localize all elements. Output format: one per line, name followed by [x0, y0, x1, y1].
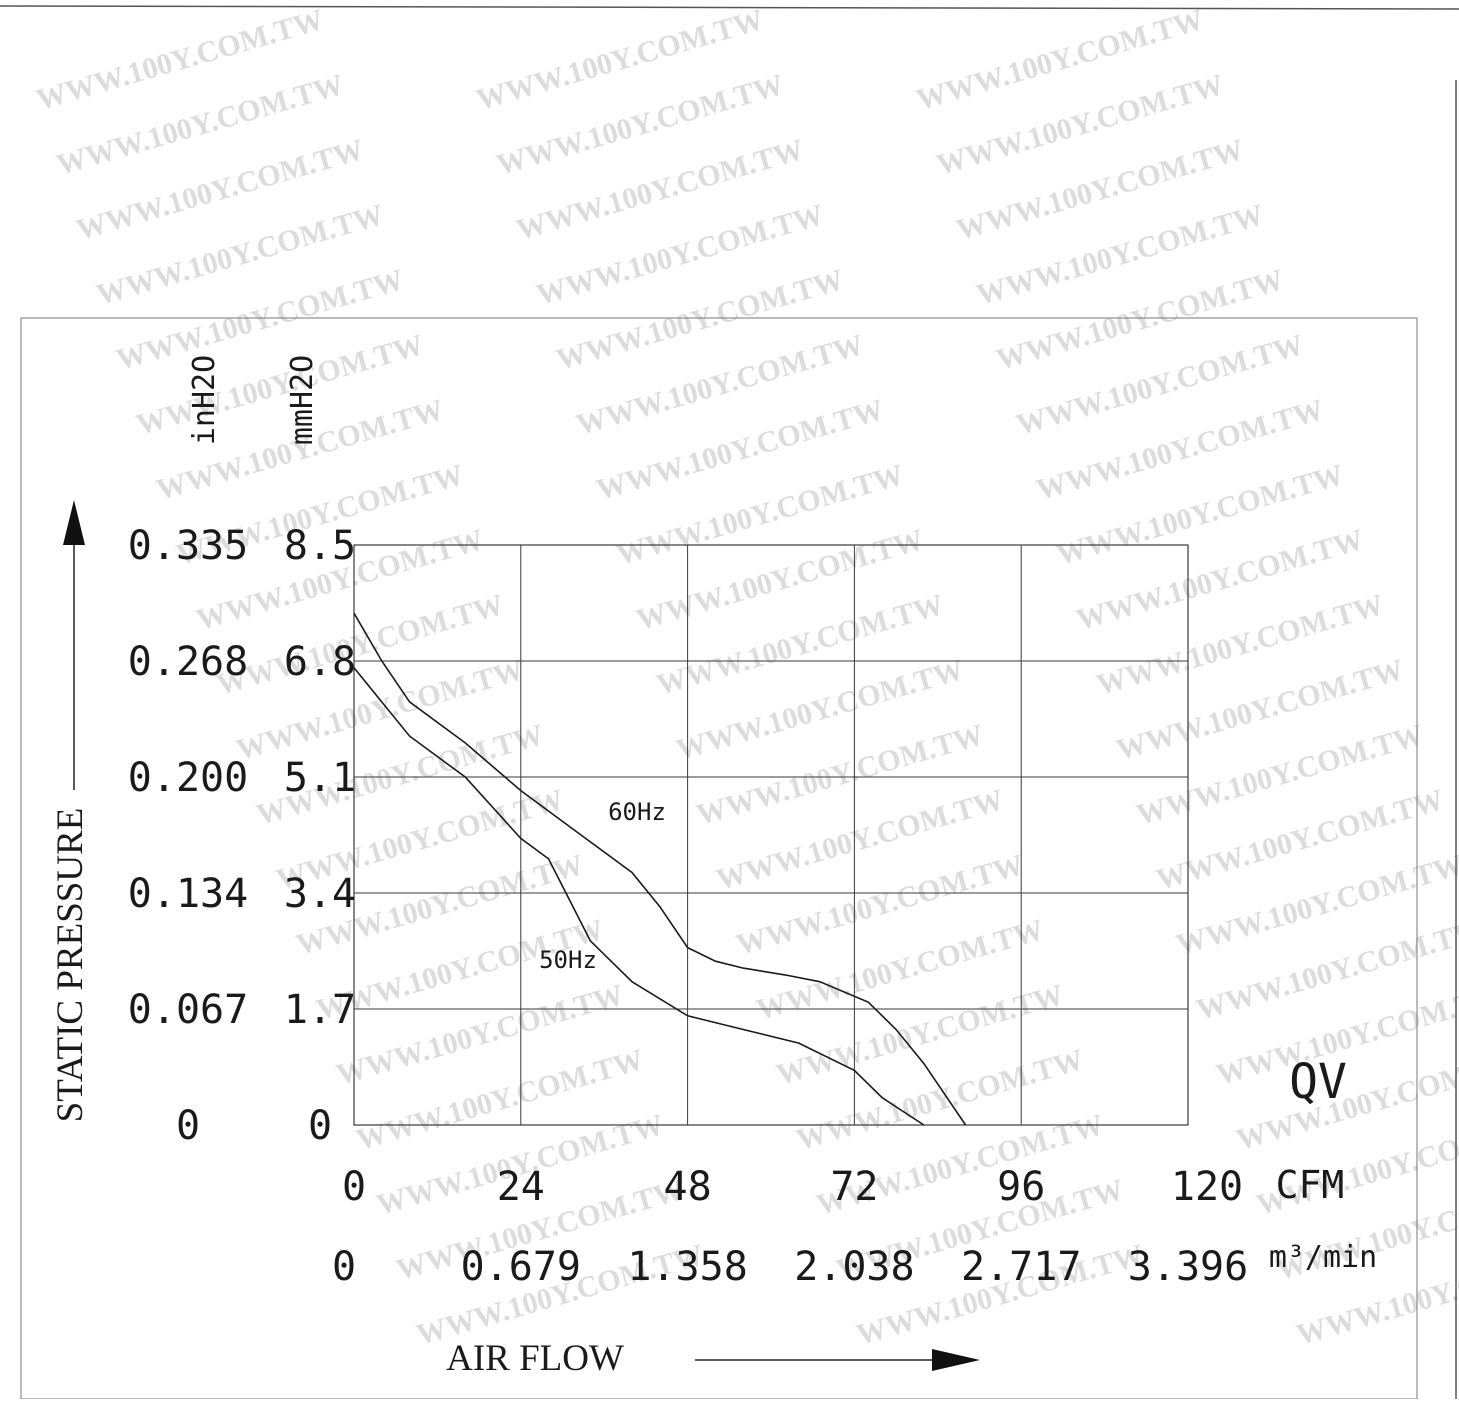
- x-tick-label-cfm: 120: [1171, 1164, 1243, 1210]
- x-axis-title: AIR FLOW: [446, 1338, 624, 1379]
- y-tick-label-in: 0.134: [128, 871, 248, 917]
- series-label-60hz: 60Hz: [608, 798, 666, 826]
- x-tick-label-cfm: 0: [342, 1164, 366, 1210]
- x-tick-label-m3min: 2.038: [794, 1244, 914, 1290]
- x-tick-label-cfm: 96: [997, 1164, 1045, 1210]
- series-layer: 60Hz 50Hz: [353, 612, 967, 1126]
- y-axis-arrow-icon: [63, 500, 85, 545]
- y-tick-label-mm: 6.8: [284, 639, 356, 685]
- mmh2o-unit-label: mmH2O: [285, 355, 320, 445]
- plot-area-border: [353, 544, 1189, 1126]
- series-label-50hz: 50Hz: [539, 946, 597, 974]
- y-axis-title: STATIC PRESSURE: [50, 808, 91, 1123]
- series-line-60hz: [353, 612, 967, 1126]
- y-tick-label-in: 0: [176, 1103, 200, 1149]
- inh2o-unit-text: inH2O: [187, 355, 222, 445]
- y-tick-label-mm: 0: [308, 1103, 332, 1149]
- grid: [353, 544, 1189, 1126]
- x-tick-label-m3min: 0: [332, 1244, 356, 1290]
- tick-labels: 001.70.0673.40.1345.10.2006.80.2688.50.3…: [128, 523, 1248, 1290]
- x-tick-label-m3min: 0.679: [461, 1244, 581, 1290]
- x-axis-arrow-icon: [932, 1349, 980, 1371]
- y-tick-label-mm: 1.7: [284, 987, 356, 1033]
- mmh2o-unit-text: mmH2O: [285, 355, 320, 445]
- page-top-border: [0, 5, 1459, 10]
- y-tick-label-mm: 5.1: [284, 755, 356, 801]
- x-tick-label-m3min: 3.396: [1128, 1244, 1248, 1290]
- x-tick-label-cfm: 48: [664, 1164, 712, 1210]
- inh2o-unit-label: inH2O: [187, 355, 222, 445]
- x-tick-label-m3min: 2.717: [961, 1244, 1081, 1290]
- qv-label: QV: [1289, 1054, 1347, 1110]
- y-axis-title-text: STATIC PRESSURE: [50, 808, 91, 1123]
- x-tick-label-cfm: 72: [830, 1164, 878, 1210]
- x-tick-label-m3min: 1.358: [627, 1244, 747, 1290]
- cfm-unit-label: CFM: [1276, 1163, 1345, 1207]
- series-line-50hz: [353, 667, 925, 1126]
- x-tick-label-cfm: 24: [497, 1164, 545, 1210]
- y-tick-label-in: 0.335: [128, 523, 248, 569]
- y-tick-label-mm: 3.4: [284, 871, 356, 917]
- y-tick-label-in: 0.200: [128, 755, 248, 801]
- y-tick-label-in: 0.067: [128, 987, 248, 1033]
- y-tick-label-in: 0.268: [128, 639, 248, 685]
- y-tick-label-mm: 8.5: [284, 523, 356, 569]
- m3min-unit-label: m³/min: [1269, 1240, 1377, 1275]
